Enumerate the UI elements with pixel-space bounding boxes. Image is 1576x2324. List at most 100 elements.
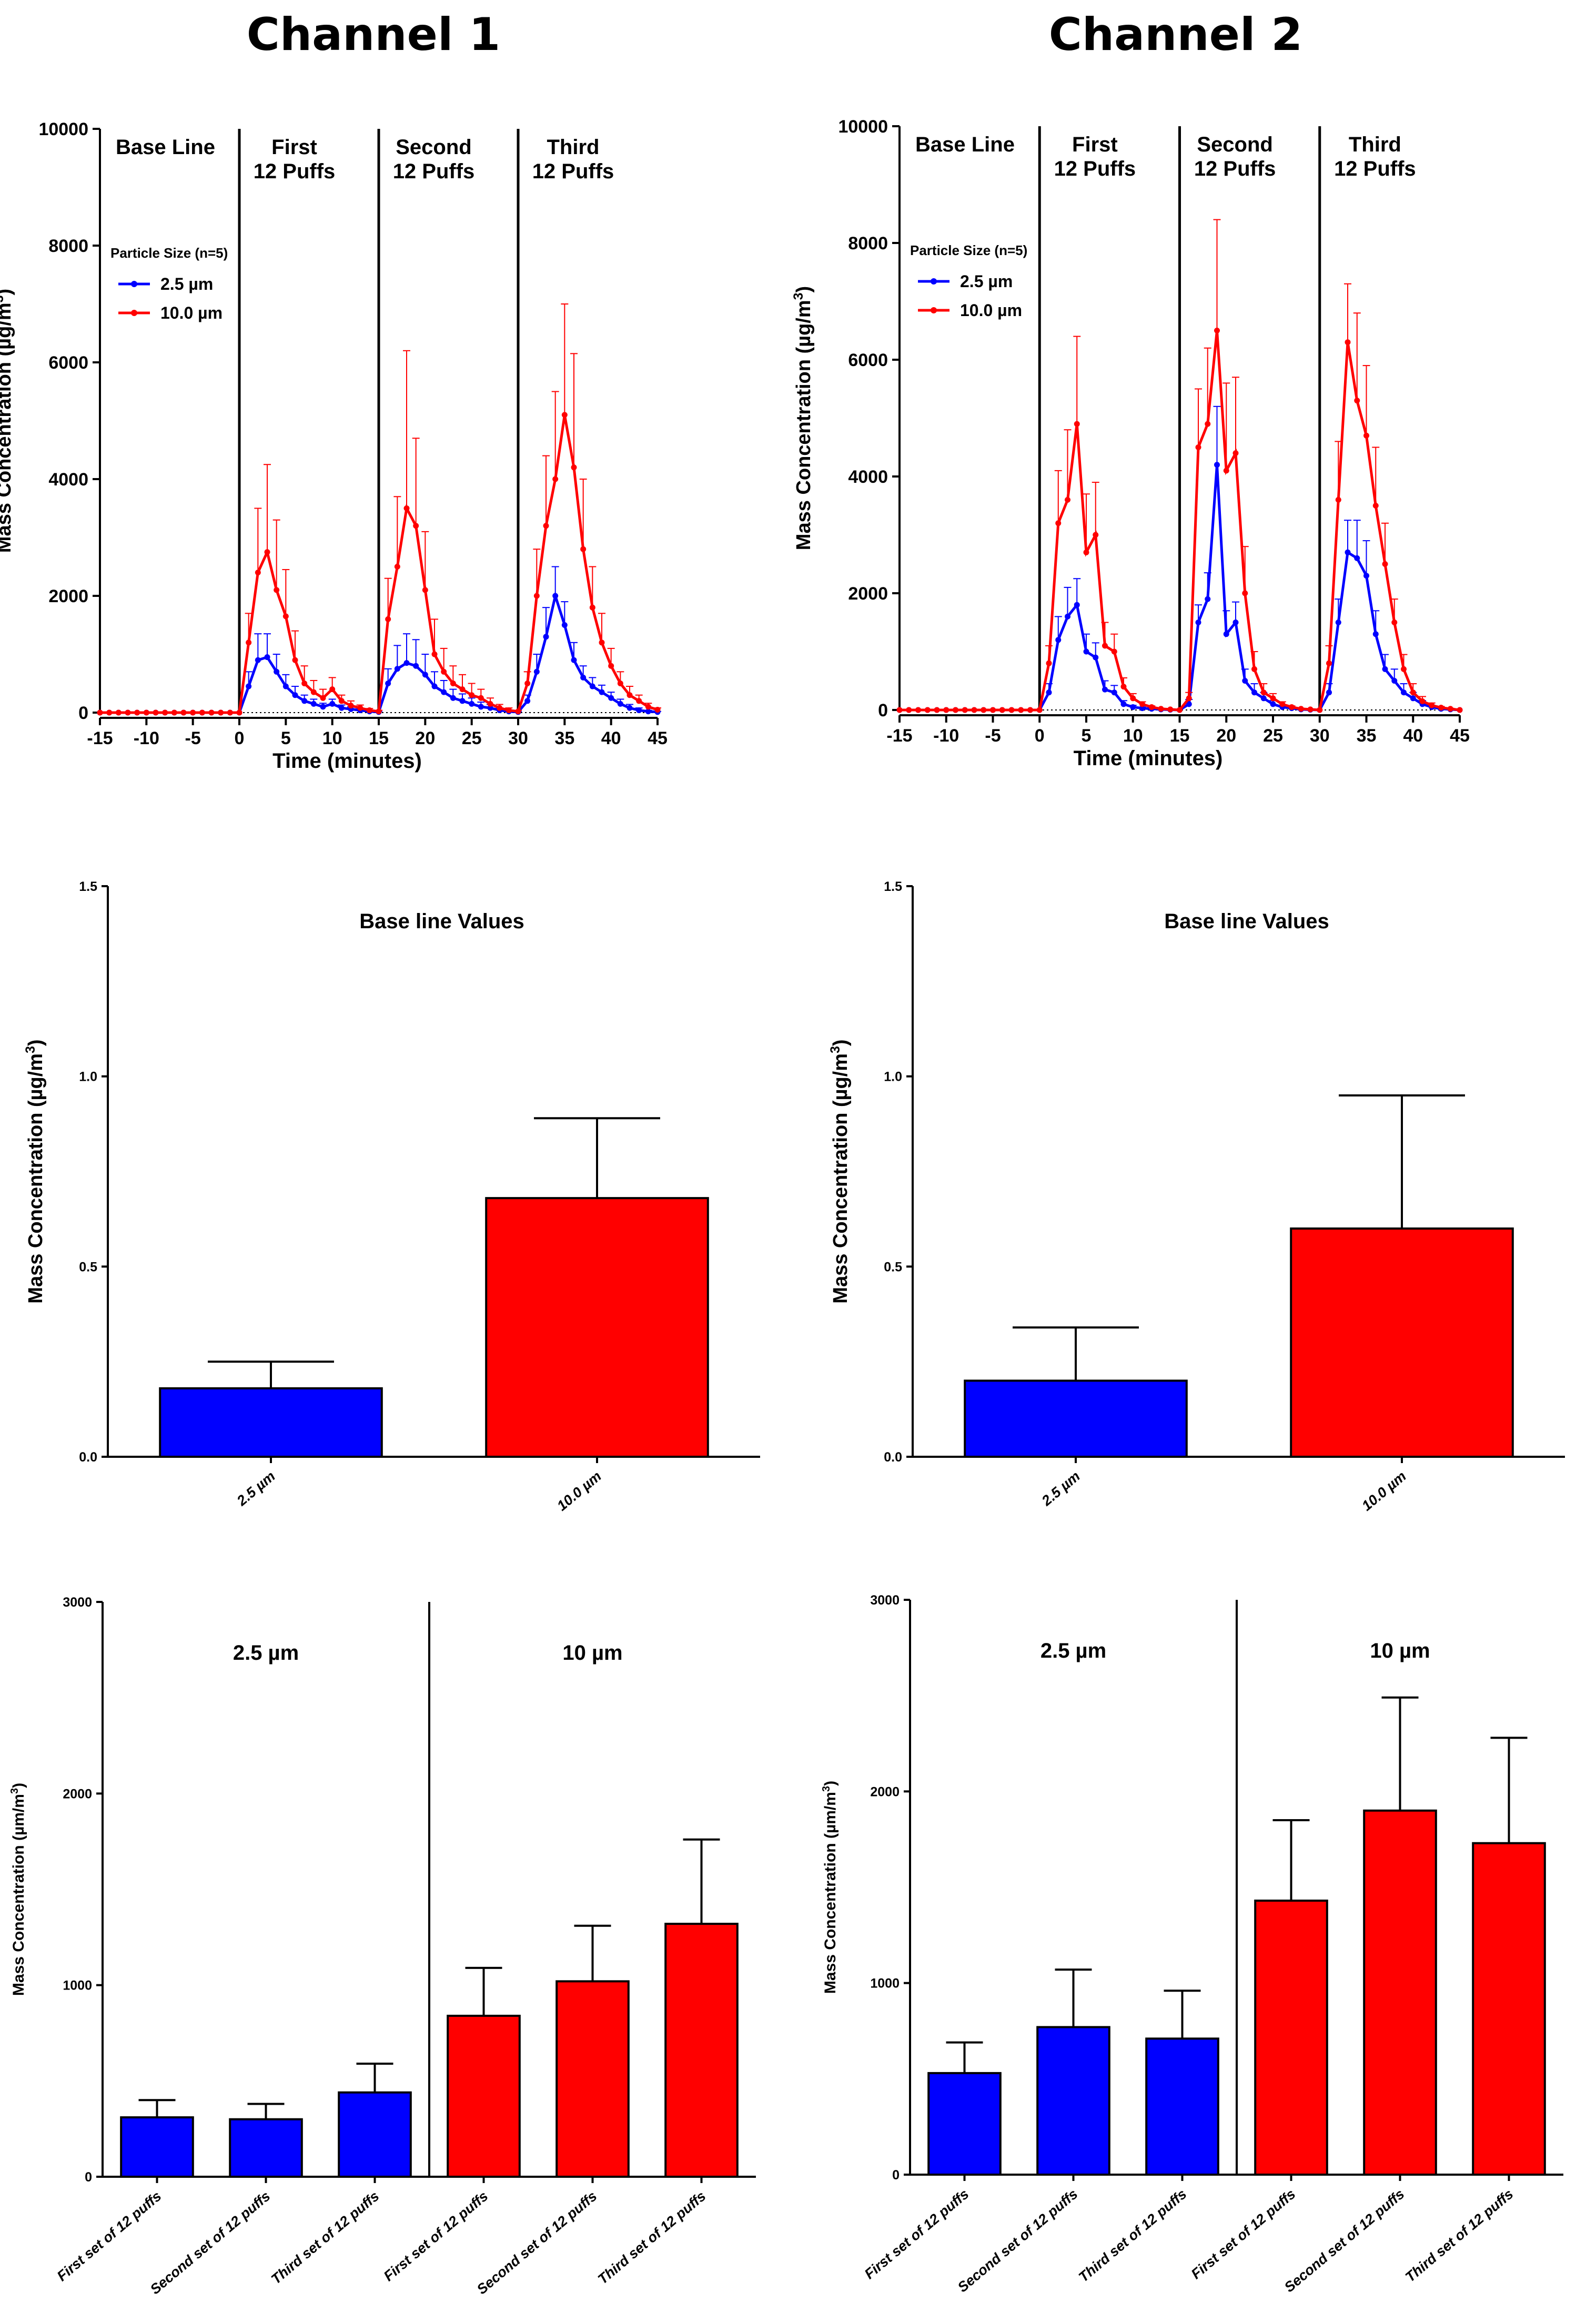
pm10-data-point — [1260, 689, 1267, 696]
y-axis-label: Mass Concentration (µm/m3) — [821, 1781, 839, 1994]
bar — [485, 1197, 709, 1458]
pm10-data-point — [990, 707, 996, 713]
bar — [964, 1379, 1188, 1458]
pm10-data-point — [506, 707, 512, 714]
phase-label: Base Line — [116, 136, 215, 159]
y-tick-label: 2000 — [48, 586, 88, 606]
pm10-data-point — [1018, 707, 1024, 713]
pm25-data-point — [1382, 666, 1388, 672]
bar — [338, 2091, 412, 2178]
pm10-data-point — [962, 707, 968, 713]
pm25-data-point — [1242, 678, 1248, 684]
phase-label: First — [271, 136, 317, 159]
y-axis-label: Mass Concentration (µg/m3) — [23, 1039, 47, 1303]
y-tick-label: 10000 — [838, 117, 888, 137]
pm10-data-point — [1279, 701, 1286, 707]
pm25-data-point — [301, 698, 308, 704]
pm10-data-point — [1214, 328, 1220, 333]
pm10-data-point — [1382, 561, 1388, 567]
pm25-data-point — [264, 654, 270, 661]
pm25-data-point — [422, 672, 428, 678]
y-axis-label-unit: µg/m — [830, 1053, 852, 1100]
pm25-data-point — [1270, 701, 1276, 707]
channel-1-baseline-bar-chart: 0.0 0.5 1.0 1.5 Base line Values Mass Concent… — [23, 879, 760, 1514]
y-tick-label: 0 — [878, 701, 888, 720]
bar — [1145, 2037, 1219, 2176]
pm10-data-point — [1186, 695, 1192, 702]
legend-title: Particle Size (n=5) — [910, 242, 1027, 258]
pm25-data-point — [561, 622, 568, 628]
pm25-data-point — [1345, 549, 1351, 555]
phase-label: Second — [396, 136, 471, 159]
pm10-data-point — [199, 709, 205, 716]
pm25-data-point — [469, 701, 475, 707]
y-tick-label: 6000 — [848, 350, 888, 370]
pm10-data-point — [450, 681, 456, 686]
pm10-data-point — [1083, 549, 1089, 555]
pm10-data-point — [1093, 532, 1099, 538]
pm10-data-point — [1111, 648, 1117, 655]
pm10-data-point — [1036, 707, 1043, 713]
bar — [555, 1980, 630, 2178]
pm10-data-point — [282, 613, 289, 620]
x-tick-label: 5 — [281, 728, 291, 748]
pm25-data-point — [636, 707, 642, 714]
pm25-legend-marker — [931, 278, 937, 285]
pm10-data-point — [441, 668, 447, 675]
pm10-data-point — [376, 708, 382, 715]
phase-label: Second — [1197, 133, 1272, 156]
phase-label: Third — [1349, 133, 1401, 156]
pm10-data-point — [171, 709, 177, 716]
x-tick-label: 25 — [1263, 726, 1283, 746]
pm10-data-point — [1354, 398, 1360, 404]
pm10-data-point — [971, 707, 977, 713]
bar — [1363, 1809, 1437, 2176]
bar — [447, 2014, 521, 2178]
pm25-data-point — [329, 701, 336, 707]
pm10-data-point — [645, 704, 651, 710]
pm10-data-point — [106, 709, 113, 716]
pm10-data-point — [459, 686, 466, 693]
pm10-data-point — [1372, 503, 1379, 509]
pm10-data-point — [924, 707, 931, 713]
pm25-data-point — [627, 705, 633, 711]
y-axis-label: Mass Concentration (µg/m3) — [828, 1039, 852, 1303]
pm10-data-point — [236, 709, 243, 716]
pm10-data-point — [627, 692, 633, 698]
pm10-data-point — [1429, 702, 1435, 708]
pm10-data-point — [413, 523, 419, 529]
pm10-data-point — [218, 709, 224, 716]
y-axis-label-sup: 3 — [821, 1786, 832, 1792]
pm10-data-point — [915, 707, 921, 713]
y-axis-label-close: ) — [0, 289, 15, 296]
pm10-data-point — [571, 464, 577, 471]
pm25-data-point — [1410, 695, 1416, 702]
pm25-data-point — [478, 704, 484, 710]
pm25-data-point — [1139, 705, 1145, 712]
y-tick-label: 4000 — [48, 470, 88, 490]
pm10-data-point — [953, 707, 958, 713]
y-tick-label: 4000 — [848, 467, 888, 487]
y-tick-label: 1.0 — [79, 1070, 97, 1084]
pm10-data-point — [143, 709, 149, 716]
pm10-data-point — [1401, 666, 1407, 672]
pm10-data-point — [1139, 701, 1145, 707]
x-axis-label: Time (minutes) — [272, 749, 422, 773]
pm10-data-point — [366, 707, 372, 714]
pm25-data-point — [524, 698, 531, 704]
y-tick-label: 0.5 — [79, 1260, 97, 1274]
pm10-data-point — [515, 708, 521, 715]
pm25-data-point — [394, 666, 400, 672]
y-axis-label-close: ) — [25, 1039, 47, 1046]
pm10-data-point — [1148, 704, 1155, 710]
pm10-data-point — [636, 698, 642, 704]
pm25-data-point — [645, 708, 651, 715]
pm10-data-point — [246, 640, 252, 646]
pm25-data-point — [1223, 631, 1229, 637]
pm10-data-point — [943, 707, 949, 713]
pm10-data-point — [1065, 496, 1070, 503]
y-tick-label: 2000 — [848, 584, 888, 604]
pm25-data-point — [246, 683, 252, 689]
y-axis-label: Mass Concentration (µg/m3) — [0, 289, 15, 553]
pm25-data-point — [1401, 689, 1407, 696]
